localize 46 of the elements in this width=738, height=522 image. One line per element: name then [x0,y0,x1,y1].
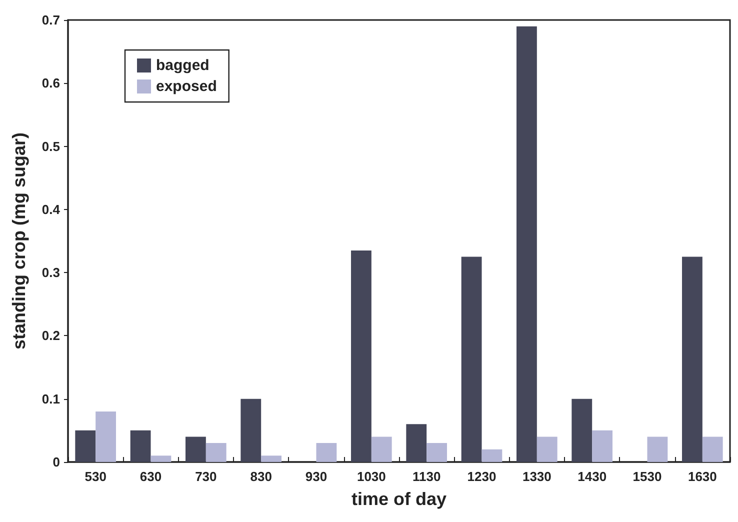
y-tick-label: 0.7 [42,12,60,28]
bar [206,443,226,462]
x-tick-label: 930 [305,469,328,484]
x-tick-label: 830 [250,469,272,484]
bar [647,436,668,462]
y-tick-label: 0.5 [42,138,60,154]
bar [316,443,337,462]
x-tick-label: 1030 [356,469,386,484]
bar [96,411,116,462]
x-tick-label: 1230 [467,469,496,484]
bar [150,456,172,462]
bar [351,250,372,462]
x-tick-label: 630 [140,469,162,484]
y-axis-title: standing crop (mg sugar) [9,132,29,350]
y-tick-label: 0 [52,454,60,470]
bar [240,398,262,462]
x-tick-label: 730 [195,469,217,484]
bar [682,256,702,462]
bar [371,436,392,462]
y-tick-label: 0.3 [42,265,60,280]
bar [536,436,558,462]
x-tick-label: 1430 [578,469,607,484]
bar [461,256,482,462]
bar [592,430,612,462]
bar [130,430,151,462]
x-tick-label: 1330 [522,469,552,484]
bar [702,436,723,462]
bar [406,424,427,462]
bar [261,456,282,462]
y-tick-label: 0.1 [42,391,60,406]
y-tick-label: 0.6 [42,76,60,91]
x-tick-label: 530 [84,469,106,484]
bar [482,449,502,462]
x-tick-label: 1530 [632,469,662,484]
x-tick-label: 1630 [688,469,717,484]
legend-label: bagged [156,57,210,74]
bar [75,430,96,462]
bar [572,398,592,462]
x-axis-title: time of day [351,489,447,509]
bar [516,26,537,462]
legend-label: exposed [156,78,217,95]
bar [186,436,206,462]
x-tick-label: 1130 [412,469,441,484]
y-tick-label: 0.4 [42,202,61,217]
y-tick-label: 0.2 [42,328,60,344]
bar [426,443,447,462]
